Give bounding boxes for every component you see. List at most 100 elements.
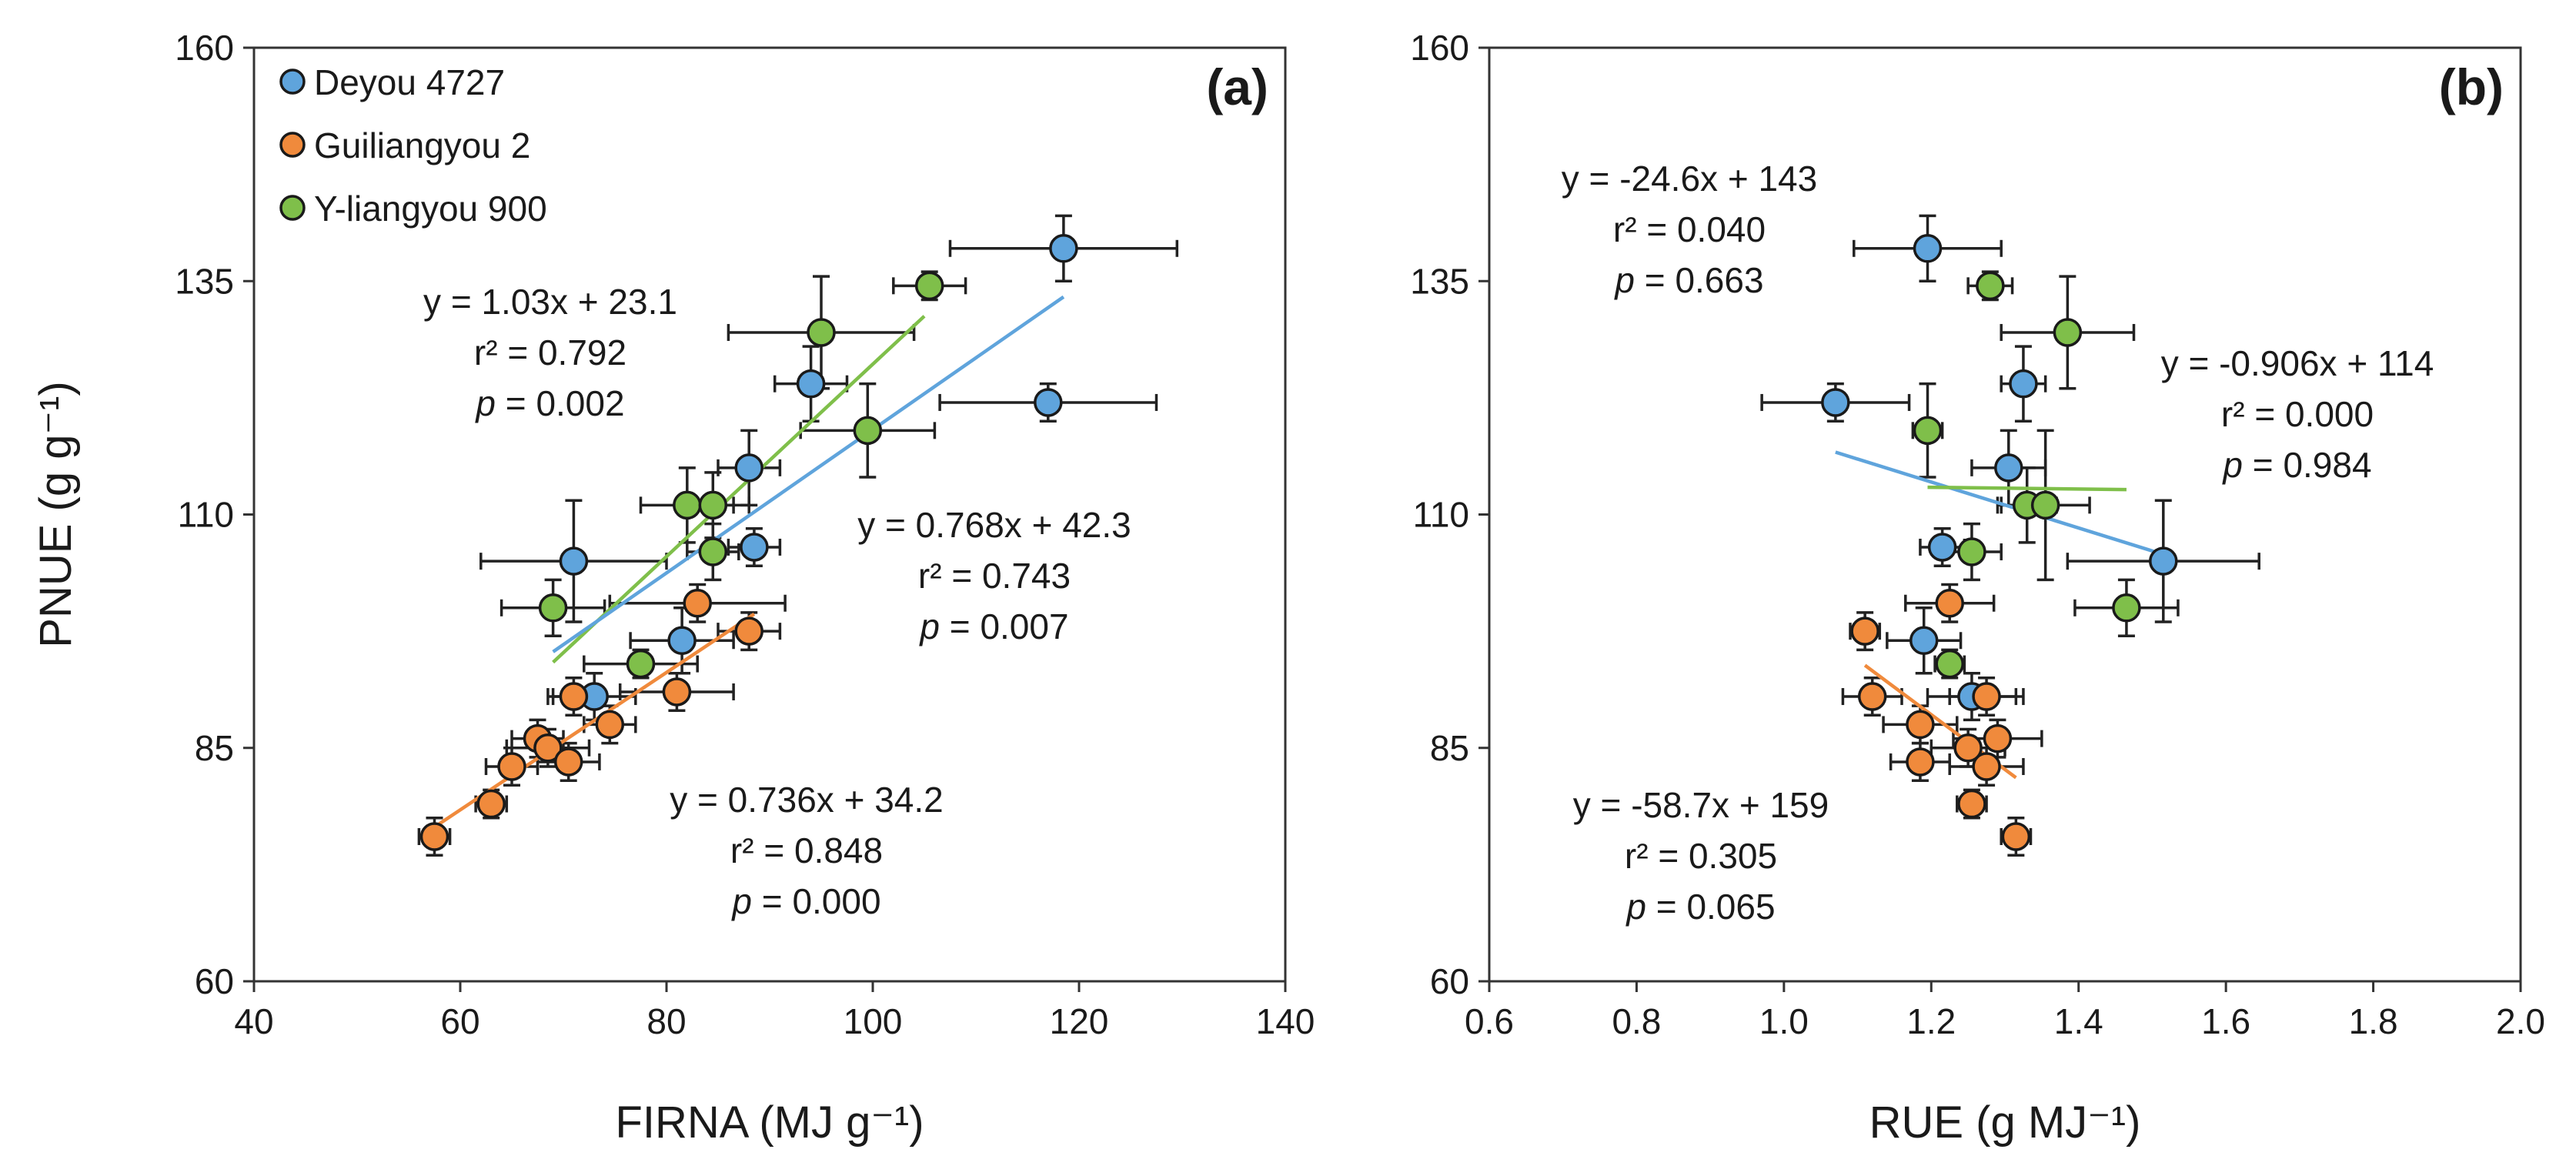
data-point (1906, 710, 1935, 740)
panel-b: 60 85 110 135 160 0.6 0.8 1.0 1.2 1.4 1.6 1.8 2.0 RUE… (1410, 28, 2545, 1148)
legend-marker (279, 132, 306, 158)
x-axis-title: RUE (g MJ⁻¹) (1869, 1098, 2141, 1148)
legend-label: Deyou 4727 (314, 62, 505, 102)
regression-annotation: y = -0.906x + 114 r² = 0.000 p = 0.984 (2161, 343, 2434, 485)
data-point (1935, 649, 1964, 679)
x-tick-label: 140 (1256, 1001, 1315, 1041)
r-squared: r² = 0.305 (1625, 836, 1777, 876)
data-point (1972, 682, 2001, 711)
regression-line (1927, 485, 2127, 492)
legend-marker (279, 195, 306, 221)
data-point (2112, 593, 2141, 623)
legend-item: Deyou 4727 (279, 62, 505, 102)
p-number: = 0.002 (496, 383, 625, 423)
regression-line (552, 315, 926, 664)
p-value: p = 0.000 (730, 881, 880, 921)
y-tick-label: 135 (1410, 261, 1469, 301)
p-number: = 0.000 (752, 881, 881, 921)
p-symbol: p (2221, 445, 2243, 485)
data-point (667, 626, 697, 656)
x-tick-label: 1.8 (2349, 1001, 2398, 1041)
p-symbol: p (730, 881, 752, 921)
data-point (1909, 626, 1939, 656)
y-tick-label: 135 (175, 261, 234, 301)
p-symbol: p (474, 383, 496, 423)
data-point (2009, 369, 2038, 399)
y-axis-title: PNUE (g g⁻¹) (31, 381, 81, 647)
p-symbol: p (918, 606, 940, 646)
x-tick-label: 80 (647, 1001, 686, 1041)
data-point (1913, 234, 1943, 263)
p-value: p = 0.007 (918, 606, 1068, 646)
x-axis-title: FIRNA (MJ g⁻¹) (615, 1098, 924, 1148)
x-tick-label: 1.0 (1759, 1001, 1809, 1041)
p-value: p = 0.065 (1625, 887, 1775, 927)
data-point (2053, 318, 2083, 347)
y-tick-label: 60 (195, 961, 234, 1001)
data-point (559, 546, 589, 576)
p-value: p = 0.002 (474, 383, 624, 423)
panel-label: (a) (1206, 58, 1268, 115)
data-point (2149, 546, 2178, 576)
legend-label: Y-liangyou 900 (314, 189, 547, 229)
y-tick-label: 110 (178, 495, 234, 535)
regression-annotation: y = 0.736x + 34.2 r² = 0.848 p = 0.000 (670, 780, 944, 921)
data-point (626, 649, 656, 679)
data-point (1927, 533, 1957, 562)
y-tick-label: 110 (1413, 495, 1469, 535)
legend-item: Guiliangyou 2 (279, 125, 530, 165)
data-point (734, 453, 763, 483)
regression-line (552, 295, 1065, 653)
data-point (1983, 723, 2013, 753)
data-point (1913, 416, 1943, 446)
r-squared: r² = 0.792 (474, 332, 626, 373)
data-point (796, 369, 826, 399)
data-point (559, 682, 589, 711)
x-tick-label: 0.6 (1465, 1001, 1514, 1041)
regression-equation: y = -24.6x + 143 (1562, 159, 1817, 199)
data-point (914, 271, 944, 301)
y-tick-label: 160 (175, 28, 234, 68)
data-point (1821, 388, 1850, 417)
p-value: p = 0.663 (1613, 260, 1763, 300)
regression-equation: y = -0.906x + 114 (2161, 343, 2434, 383)
data-point (673, 490, 702, 520)
data-point (1857, 682, 1887, 711)
x-tick-label: 1.2 (1906, 1001, 1956, 1041)
regression-equation: y = 1.03x + 23.1 (423, 282, 677, 322)
r-squared: r² = 0.848 (730, 830, 883, 870)
data-point (1994, 453, 2023, 483)
p-number: = 0.007 (940, 606, 1069, 646)
data-point (2030, 490, 2060, 520)
x-tick-label: 100 (844, 1001, 903, 1041)
data-point (807, 318, 836, 347)
x-tick-label: 1.4 (2054, 1001, 2103, 1041)
x-tick-label: 60 (440, 1001, 479, 1041)
regression-line (1835, 450, 2164, 556)
data-point (553, 747, 583, 777)
regression-annotation: y = 1.03x + 23.1 r² = 0.792 p = 0.002 (423, 282, 677, 423)
r-squared: r² = 0.040 (1613, 209, 1766, 249)
data-point (1935, 588, 1964, 618)
r-squared: r² = 0.000 (2221, 394, 2374, 434)
data-point (1957, 537, 1986, 566)
data-point (1049, 234, 1078, 263)
regression-annotation: y = -24.6x + 143 r² = 0.040 p = 0.663 (1562, 159, 1817, 300)
data-point (662, 677, 692, 707)
data-point (683, 588, 712, 618)
regression-equation: y = 0.768x + 42.3 (857, 505, 1131, 545)
data-point (533, 733, 563, 763)
p-number: = 0.065 (1646, 887, 1776, 927)
y-tick-label: 160 (1410, 28, 1469, 68)
regression-annotation: y = 0.768x + 42.3 r² = 0.743 p = 0.007 (857, 505, 1131, 646)
data-point (538, 593, 568, 623)
data-point (1953, 733, 1983, 763)
p-value: p = 0.984 (2221, 445, 2371, 485)
p-symbol: p (1625, 887, 1646, 927)
p-number: = 0.663 (1635, 260, 1764, 300)
regression-equation: y = -58.7x + 159 (1573, 785, 1829, 825)
data-point (740, 533, 769, 562)
data-point (1034, 388, 1063, 417)
data-point (2001, 822, 2031, 851)
